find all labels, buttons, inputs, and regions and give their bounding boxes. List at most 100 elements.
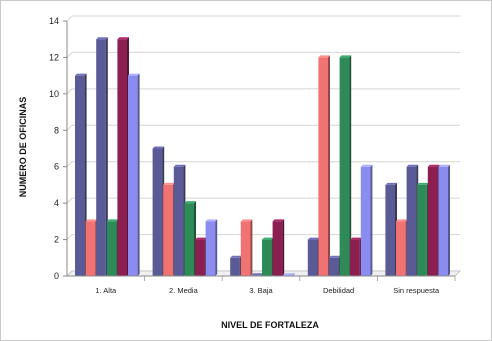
bar-face bbox=[318, 57, 328, 276]
bar-side bbox=[215, 219, 218, 276]
bar bbox=[195, 237, 207, 276]
bar-face bbox=[163, 184, 173, 276]
gridline-side bbox=[66, 15, 73, 22]
bar bbox=[385, 182, 397, 276]
x-tick-label: Sin respuesta bbox=[393, 286, 440, 295]
y-axis-title: NUMERO DE OFICINAS bbox=[18, 97, 28, 198]
bars bbox=[75, 37, 450, 277]
bar-side bbox=[328, 55, 330, 276]
bar-face bbox=[360, 166, 371, 276]
bar-top bbox=[438, 164, 450, 167]
bar bbox=[427, 164, 440, 276]
x-tick-labels: 1. Alta 2. Media 3. Baja Debilidad Sin respu… bbox=[95, 286, 440, 295]
bar-side bbox=[250, 219, 253, 276]
bar-side bbox=[105, 37, 108, 276]
bar bbox=[438, 164, 450, 276]
bar-top bbox=[163, 182, 175, 185]
bar-group bbox=[75, 37, 140, 277]
bar-top bbox=[251, 273, 263, 276]
bar-top bbox=[406, 164, 419, 167]
bar-top bbox=[329, 255, 341, 258]
bar-face bbox=[262, 239, 272, 276]
bar-face bbox=[350, 239, 360, 276]
y-tick-label: 0 bbox=[54, 271, 59, 281]
bar-top bbox=[417, 182, 429, 185]
bar-side bbox=[282, 219, 285, 276]
bar-top bbox=[427, 164, 440, 167]
x-tick-label: Debilidad bbox=[323, 286, 354, 295]
bar bbox=[230, 255, 242, 276]
bar bbox=[205, 219, 218, 276]
bar bbox=[417, 182, 429, 276]
y-tick-label: 14 bbox=[49, 16, 59, 26]
bar-side bbox=[370, 164, 373, 276]
bar bbox=[128, 73, 140, 277]
bar bbox=[329, 255, 341, 276]
bar-face bbox=[173, 166, 184, 276]
bar-face bbox=[240, 221, 251, 276]
y-tick-label: 2 bbox=[54, 235, 59, 245]
bar-face bbox=[427, 166, 438, 276]
bar-face bbox=[205, 221, 216, 276]
bar bbox=[350, 237, 362, 276]
bar-face bbox=[128, 75, 138, 277]
bar-top bbox=[128, 73, 140, 76]
bar-top bbox=[230, 255, 242, 258]
gridline-side bbox=[66, 52, 73, 58]
bar-face bbox=[438, 166, 448, 276]
bar bbox=[75, 73, 87, 277]
bar-side bbox=[137, 73, 140, 277]
bar-face bbox=[385, 184, 395, 276]
gridline-side bbox=[66, 161, 73, 168]
bar-top bbox=[106, 219, 119, 222]
gridline-side bbox=[66, 88, 73, 95]
bar-face bbox=[96, 39, 106, 276]
x-tick-label: 3. Baja bbox=[249, 286, 273, 295]
bar-face bbox=[230, 257, 240, 276]
x-axis-title: NIVEL DE FORTALEZA bbox=[221, 320, 319, 330]
bar bbox=[152, 146, 165, 276]
bar-face bbox=[417, 184, 427, 276]
x-tick-label: 1. Alta bbox=[95, 286, 117, 295]
gridline-side bbox=[66, 234, 73, 240]
bar-top bbox=[318, 55, 330, 58]
bar-face bbox=[329, 257, 339, 276]
bar-top bbox=[360, 164, 373, 167]
y-tick-label: 12 bbox=[49, 52, 59, 62]
bar-face bbox=[396, 221, 406, 276]
y-tick-label: 4 bbox=[54, 198, 59, 208]
bar-face bbox=[106, 221, 117, 276]
axes bbox=[63, 20, 456, 281]
bar bbox=[262, 237, 274, 276]
bar-face bbox=[152, 148, 163, 276]
bar-top bbox=[184, 201, 196, 204]
bar-face bbox=[406, 166, 417, 276]
bar-top bbox=[396, 219, 408, 222]
bar bbox=[85, 219, 98, 276]
bar-top bbox=[350, 237, 362, 240]
bar bbox=[396, 219, 408, 276]
bar-face bbox=[339, 57, 350, 276]
bar bbox=[184, 201, 196, 276]
bar-top bbox=[283, 273, 295, 276]
bar-face bbox=[117, 39, 127, 276]
bar bbox=[360, 164, 373, 276]
bar bbox=[406, 164, 419, 276]
bar bbox=[318, 55, 330, 276]
y-tick-labels: 0 2 4 6 8 10 12 14 bbox=[49, 16, 59, 281]
bar-side bbox=[349, 55, 352, 276]
bar bbox=[106, 219, 119, 276]
bar-top bbox=[117, 37, 129, 40]
bar-top bbox=[195, 237, 207, 240]
x-tick-label: 2. Media bbox=[169, 286, 199, 295]
bar-top bbox=[385, 182, 397, 185]
bar-top bbox=[152, 146, 165, 149]
bar-group bbox=[385, 164, 450, 276]
bar-face bbox=[75, 75, 85, 277]
bar bbox=[96, 37, 108, 276]
y-tick-label: 8 bbox=[54, 125, 59, 135]
bar-top bbox=[85, 219, 98, 222]
bar-face bbox=[195, 239, 205, 276]
